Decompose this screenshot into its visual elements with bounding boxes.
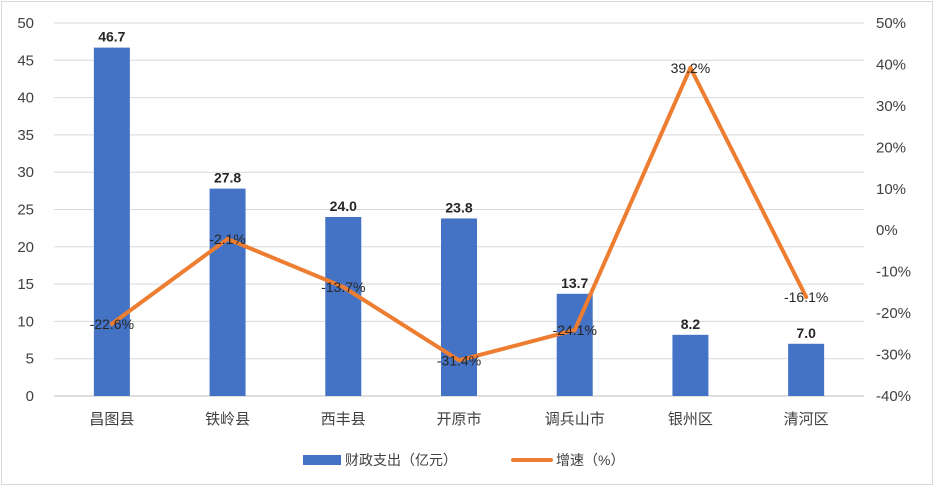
line-data-label: -22.6% <box>90 316 134 332</box>
y-right-tick-label: -40% <box>876 388 911 405</box>
y-right-tick-label: 40% <box>876 56 906 73</box>
y-right-tick-label: -30% <box>876 347 911 364</box>
y-right-tick-label: -10% <box>876 264 911 281</box>
y-left-tick-label: 30 <box>17 164 34 181</box>
bar <box>788 343 825 396</box>
bar-data-label: 7.0 <box>796 325 816 341</box>
y-left-tick-label: 25 <box>17 202 34 219</box>
x-tick-label: 调兵山市 <box>545 411 605 428</box>
line-data-label: -13.7% <box>321 279 365 295</box>
y-right-tick-label: 30% <box>876 98 906 115</box>
x-tick-label: 开原市 <box>436 411 481 428</box>
y-right-tick-label: -20% <box>876 305 911 322</box>
bar <box>556 293 593 396</box>
bar <box>441 218 477 396</box>
x-tick-label: 铁岭县 <box>205 411 250 428</box>
bar-data-label: 24.0 <box>330 198 357 214</box>
bar-data-label: 46.7 <box>98 29 125 45</box>
growth-point <box>688 65 693 70</box>
x-tick-label: 昌图县 <box>89 411 134 428</box>
legend-label: 财政支出（亿元） <box>345 452 457 468</box>
y-left-tick-label: 35 <box>17 127 34 144</box>
y-left-tick-label: 40 <box>17 90 34 107</box>
growth-point <box>457 358 461 363</box>
bar-data-label: 8.2 <box>681 316 701 332</box>
y-right-tick-label: 20% <box>876 139 906 156</box>
bar <box>325 216 362 396</box>
y-right-tick-label: 10% <box>876 181 906 198</box>
y-left-tick-label: 10 <box>17 313 34 330</box>
bar-data-label: 13.7 <box>561 275 588 291</box>
y-left-tick-label: 5 <box>26 351 34 368</box>
bar <box>93 47 130 396</box>
y-left-tick-label: 50 <box>17 15 34 32</box>
bar <box>672 334 709 396</box>
growth-point <box>109 321 114 326</box>
bar <box>209 188 246 396</box>
line-data-label: -24.1% <box>553 322 597 338</box>
growth-point <box>804 294 809 299</box>
x-tick-label: 清河区 <box>784 411 829 428</box>
growth-point <box>225 236 230 241</box>
y-left-tick-label: 45 <box>17 52 34 69</box>
y-left-tick-label: 0 <box>26 388 34 405</box>
bar-data-label: 23.8 <box>445 199 472 215</box>
y-left-tick-label: 20 <box>17 239 34 256</box>
legend-label: 增速（%） <box>556 452 624 468</box>
line-data-label: -16.1% <box>784 289 828 305</box>
bar-data-label: 27.8 <box>214 170 241 186</box>
line-data-label: 39.2% <box>671 60 711 76</box>
line-data-label: -31.4% <box>437 352 481 368</box>
x-tick-label: 银州区 <box>668 411 713 428</box>
legend-bar-swatch <box>303 455 341 465</box>
y-right-tick-label: 50% <box>876 15 906 32</box>
x-tick-label: 西丰县 <box>321 411 366 428</box>
line-data-label: -2.1% <box>209 231 246 247</box>
growth-point <box>341 285 346 290</box>
y-right-tick-label: 0% <box>876 222 898 239</box>
y-left-tick-label: 15 <box>17 276 34 293</box>
growth-point <box>572 328 577 333</box>
